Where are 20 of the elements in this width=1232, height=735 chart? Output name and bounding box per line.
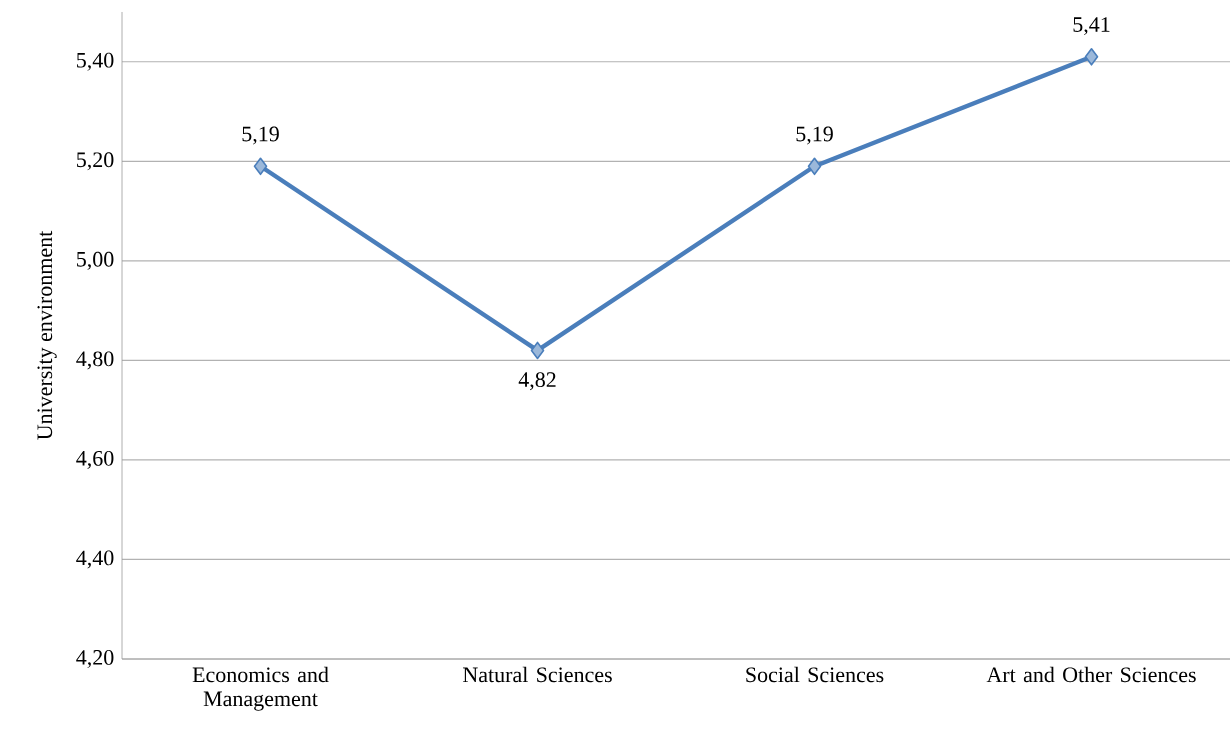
x-tick-label: Economics and Management xyxy=(192,666,329,711)
y-tick-label: 4,20 xyxy=(76,650,114,669)
y-tick-label: 5,00 xyxy=(77,251,114,270)
point xyxy=(530,341,545,360)
y-tick-label: 5,20 xyxy=(77,152,114,171)
data-label: 5,19 xyxy=(796,126,833,145)
point xyxy=(253,157,268,176)
point xyxy=(807,157,822,176)
y-axis-title: University environment xyxy=(37,230,57,440)
data-label: 4,82 xyxy=(518,372,556,391)
x-tick-label: Art and Other Sciences xyxy=(986,666,1196,683)
point xyxy=(1084,47,1099,66)
y-tick-label: 5,40 xyxy=(77,52,114,71)
x-tick-label: Social Sciences xyxy=(746,666,884,683)
data-label: 5,41 xyxy=(1073,17,1110,36)
y-tick-label: 4,40 xyxy=(76,550,114,569)
x-tick-label: Natural Sciences xyxy=(462,666,612,683)
data-label: 5,19 xyxy=(242,126,279,145)
y-tick-label: 4,60 xyxy=(76,450,114,469)
y-tick-label: 4,80 xyxy=(76,351,114,370)
